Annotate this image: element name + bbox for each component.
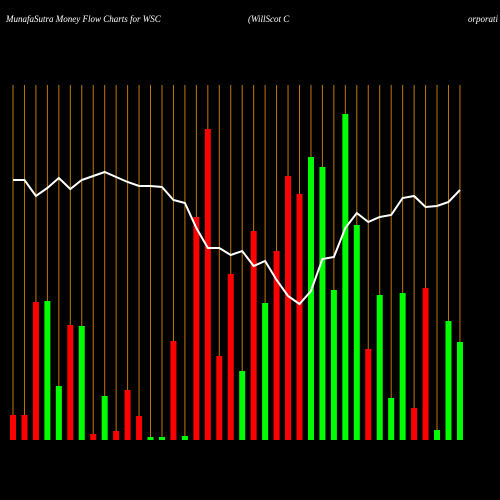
bar <box>55 386 62 440</box>
bar <box>296 194 303 440</box>
company-name: (WillScot C <box>248 14 290 24</box>
bar <box>273 251 280 440</box>
bar <box>250 231 257 440</box>
bar <box>365 349 372 440</box>
bar <box>204 129 211 440</box>
bar <box>32 302 39 440</box>
bar <box>445 321 452 440</box>
bar <box>456 342 463 440</box>
bar <box>216 356 223 440</box>
bar <box>181 436 188 440</box>
bar <box>388 398 395 440</box>
bar <box>113 431 120 440</box>
bar <box>101 396 108 440</box>
chart-title: MunafaSutra Money Flow Charts for WSC <box>5 14 162 24</box>
bar <box>330 290 337 440</box>
bar <box>376 295 383 440</box>
bar <box>285 176 292 440</box>
bar <box>399 293 406 440</box>
money-flow-line <box>13 170 461 306</box>
bar <box>170 341 177 440</box>
bar <box>227 274 234 440</box>
company-name: orporati <box>468 14 499 24</box>
bar <box>239 371 246 440</box>
bar <box>21 415 28 440</box>
bar <box>262 303 269 440</box>
bar <box>124 390 131 440</box>
bar <box>67 325 74 440</box>
bar <box>411 408 418 440</box>
bar <box>319 167 326 440</box>
bar <box>434 430 441 440</box>
bar <box>307 157 314 440</box>
bar <box>158 437 165 440</box>
bar <box>342 114 349 440</box>
bar <box>78 326 85 440</box>
bar <box>136 416 143 440</box>
bar <box>147 437 154 440</box>
bar <box>90 434 97 440</box>
bar <box>10 415 16 440</box>
bar <box>193 217 200 440</box>
bar <box>422 288 429 440</box>
bar <box>44 301 51 440</box>
bar <box>353 225 360 440</box>
